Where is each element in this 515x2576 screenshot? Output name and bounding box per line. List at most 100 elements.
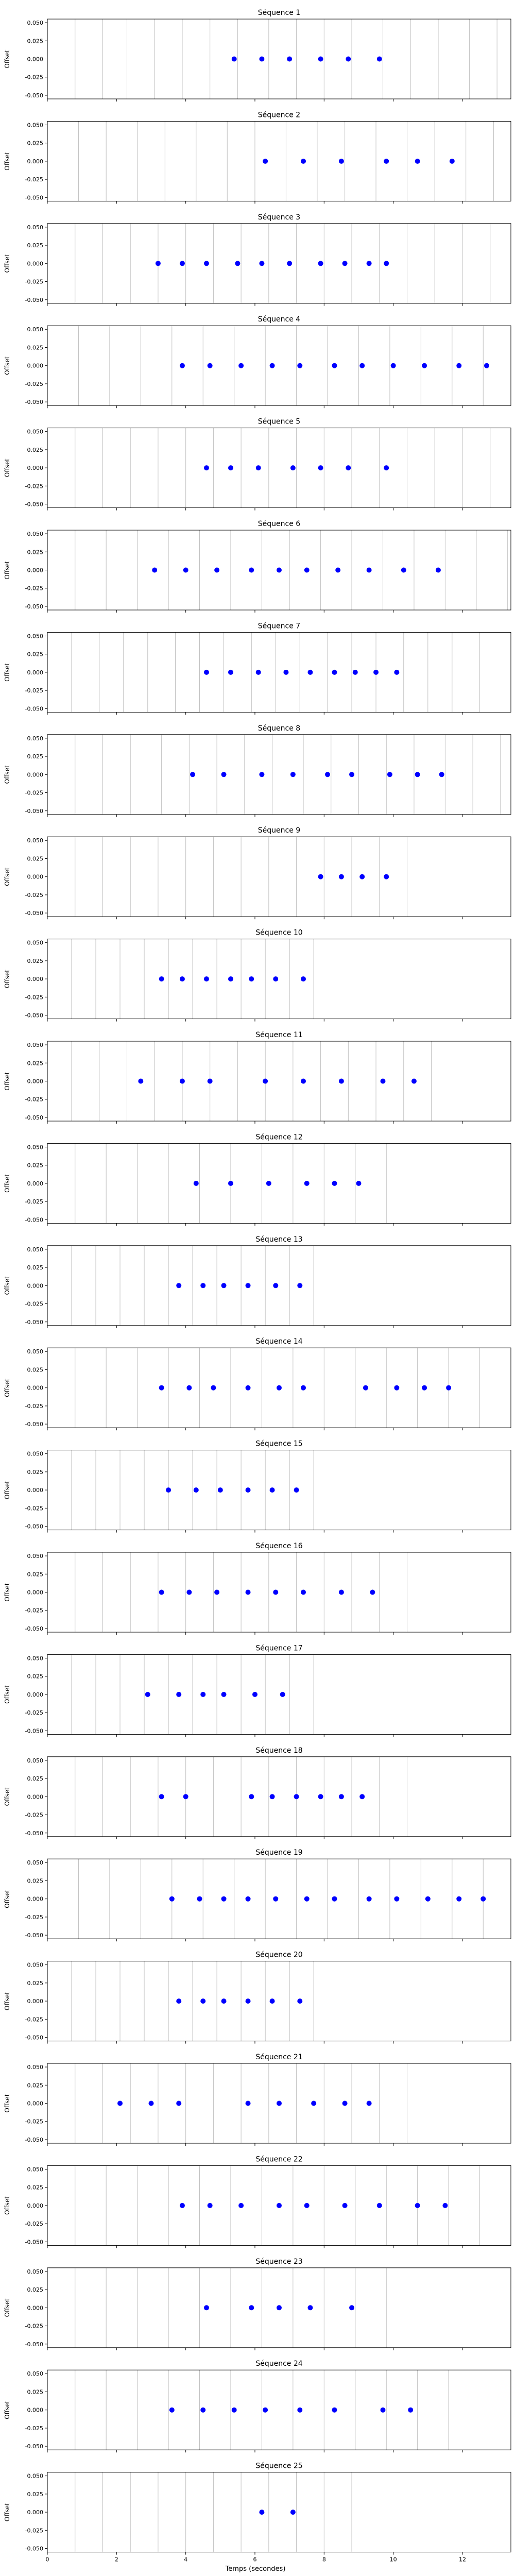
data-point [425, 1896, 431, 1902]
data-point [263, 2407, 268, 2413]
subplot-title: Séquence 4 [258, 315, 301, 324]
subplot: Séquence 2 0.050 0.025 0.000 -0.025 -0.050 Off… [4, 111, 511, 204]
y-tick-label: -0.050 [25, 2239, 43, 2245]
y-axis-label: Offset [4, 2196, 11, 2215]
data-point [190, 772, 196, 777]
data-point [179, 976, 185, 982]
y-axis-label: Offset [4, 1583, 11, 1601]
y-tick-label: 0.050 [27, 1553, 44, 1560]
data-point [207, 2202, 213, 2208]
plot-frame [47, 2165, 511, 2246]
y-tick-label: -0.025 [25, 2221, 43, 2227]
data-point [169, 1896, 175, 1902]
data-point [484, 363, 489, 368]
data-point [269, 1794, 275, 1800]
subplot-title: Séquence 21 [255, 2053, 302, 2061]
data-point [117, 2100, 123, 2106]
data-point [245, 1283, 251, 1289]
data-point [408, 2407, 414, 2413]
data-point [214, 1589, 220, 1595]
plot-frame [47, 1961, 511, 2042]
y-tick-label: -0.050 [25, 1523, 43, 1530]
data-point [269, 1487, 275, 1493]
subplot-title: Séquence 15 [255, 1440, 302, 1448]
data-point [304, 567, 310, 573]
data-point [480, 1896, 486, 1902]
data-point [186, 1589, 192, 1595]
y-axis-label: Offset [4, 1992, 11, 2010]
data-point [245, 1998, 251, 2004]
data-point [342, 2100, 348, 2106]
data-point [200, 1691, 206, 1697]
subplot-title: Séquence 17 [255, 1644, 302, 1652]
data-point [318, 874, 323, 879]
y-tick-label: 0.050 [27, 1757, 44, 1764]
plot-frame [47, 1450, 511, 1531]
y-tick-label: 0.025 [27, 549, 44, 555]
data-point [245, 1385, 251, 1391]
data-point [203, 2305, 209, 2311]
data-point [277, 2100, 282, 2106]
data-point [238, 2202, 244, 2208]
y-tick-label: 0.000 [27, 1078, 44, 1085]
y-axis-label: Offset [4, 2298, 11, 2317]
data-point [249, 567, 254, 573]
data-point [259, 56, 265, 62]
x-tick-label: 12 [459, 2556, 466, 2563]
subplot-title: Séquence 7 [258, 622, 300, 630]
data-point [221, 772, 227, 777]
y-tick-label: 0.050 [27, 1144, 44, 1150]
y-tick-label: -0.025 [25, 1607, 43, 1614]
data-point [238, 363, 244, 368]
data-point [231, 2407, 237, 2413]
plot-frame [47, 1347, 511, 1428]
data-point [207, 1078, 213, 1084]
data-point [297, 363, 303, 368]
data-point [304, 1896, 310, 1902]
y-tick-label: 0.000 [27, 1282, 44, 1289]
data-point [449, 158, 455, 164]
plot-frame [47, 1041, 511, 1122]
y-tick-label: -0.025 [25, 279, 43, 285]
y-tick-label: -0.025 [25, 2425, 43, 2432]
data-point [415, 772, 420, 777]
data-point [366, 2100, 372, 2106]
data-point [301, 1589, 306, 1595]
y-tick-label: 0.025 [27, 140, 44, 147]
y-tick-label: 0.050 [27, 735, 44, 742]
data-point [152, 567, 158, 573]
x-tick-label: 2 [115, 2556, 118, 2563]
y-tick-label: 0.000 [27, 2202, 44, 2209]
subplot-title: Séquence 24 [255, 2360, 302, 2368]
data-point [183, 567, 188, 573]
data-point [415, 158, 420, 164]
y-tick-label: 0.025 [27, 242, 44, 249]
y-tick-label: -0.025 [25, 1505, 43, 1512]
subplot: Séquence 4 0.050 0.025 0.000 -0.025 -0.050 Off… [4, 315, 511, 409]
x-tick-label: 8 [322, 2556, 326, 2563]
subplot: Séquence 15 0.050 0.025 0.000 -0.025 -0.050 Of… [4, 1440, 511, 1533]
data-point [366, 1896, 372, 1902]
plot-frame [47, 1552, 511, 1633]
y-tick-label: 0.025 [27, 2491, 44, 2498]
data-point [415, 2202, 420, 2208]
data-point [384, 261, 389, 266]
data-point [335, 567, 341, 573]
y-tick-label: -0.025 [25, 2527, 43, 2534]
y-axis-label: Offset [4, 2094, 11, 2112]
subplot: Séquence 20 0.050 0.025 0.000 -0.025 -0.050 Of… [4, 1951, 511, 2044]
y-tick-label: -0.050 [25, 2137, 43, 2143]
plot-frame [47, 734, 511, 815]
data-point [176, 1691, 182, 1697]
y-tick-label: 0.000 [27, 2100, 44, 2107]
y-tick-label: 0.000 [27, 976, 44, 982]
subplot-title: Séquence 10 [255, 929, 302, 937]
subplot: Séquence 8 0.050 0.025 0.000 -0.025 -0.050 Off… [4, 724, 511, 817]
data-point [311, 2100, 317, 2106]
data-point [352, 669, 358, 675]
subplot: Séquence 5 0.050 0.025 0.000 -0.025 -0.050 Off… [4, 418, 511, 511]
data-point [159, 1385, 164, 1391]
y-tick-label: 0.050 [27, 2473, 44, 2480]
y-tick-label: -0.050 [25, 92, 43, 99]
